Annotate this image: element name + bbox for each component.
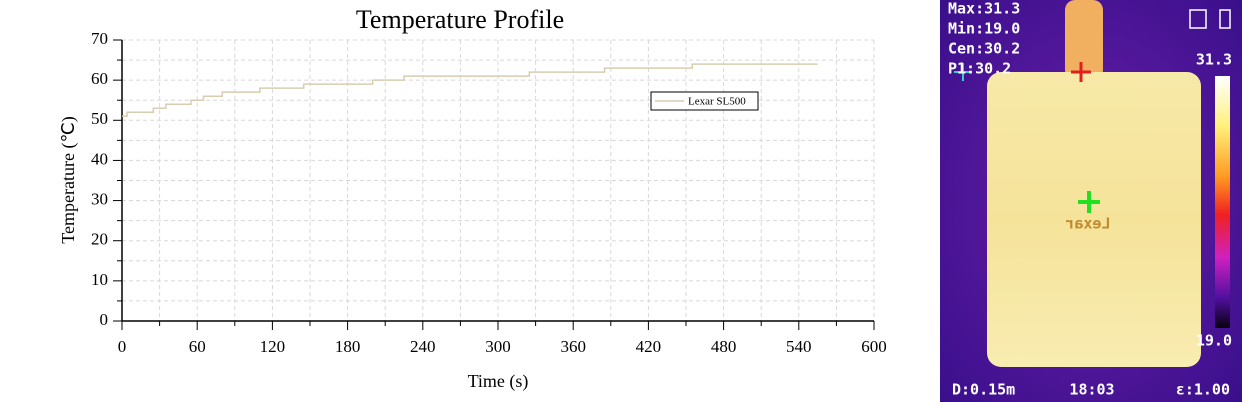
x-tick-label: 420 bbox=[636, 337, 662, 356]
y-tick-label: 40 bbox=[91, 149, 108, 168]
center-crosshair bbox=[1078, 191, 1100, 213]
y-tick-label: 60 bbox=[91, 69, 108, 88]
scale-min: 19.0 bbox=[1196, 332, 1232, 350]
x-tick-label: 60 bbox=[189, 337, 206, 356]
device-label: Lexar bbox=[1065, 215, 1110, 233]
max-reading: Max:31.3 bbox=[948, 0, 1020, 18]
chart-title: Temperature Profile bbox=[356, 5, 564, 34]
x-tick-label: 0 bbox=[118, 337, 127, 356]
y-tick-label: 10 bbox=[91, 270, 108, 289]
legend-label: Lexar SL500 bbox=[688, 96, 746, 108]
p1-reading: P1:30.2 bbox=[948, 60, 1011, 78]
max-crosshair bbox=[1071, 62, 1091, 82]
y-tick-label: 20 bbox=[91, 230, 108, 249]
chart: Temperature Profile Time (s) Temperature… bbox=[58, 5, 887, 392]
y-axis-label: Temperature (℃) bbox=[58, 116, 79, 243]
x-tick-label: 540 bbox=[786, 337, 812, 356]
unit-icon bbox=[1189, 9, 1207, 29]
x-tick-label: 120 bbox=[260, 337, 286, 356]
color-scale bbox=[1215, 76, 1230, 328]
y-tick-label: 0 bbox=[100, 310, 109, 329]
thermal-image: Lexar Max:31.3 Min:19.0 Cen:30.2 P1:30.2… bbox=[940, 0, 1242, 402]
scale-max: 31.3 bbox=[1196, 51, 1232, 69]
clock: 18:03 bbox=[1069, 381, 1114, 399]
distance: D:0.15m bbox=[952, 381, 1015, 399]
y-tick-label: 70 bbox=[91, 29, 108, 48]
x-tick-label: 600 bbox=[861, 337, 887, 356]
x-tick-label: 180 bbox=[335, 337, 361, 356]
device-body bbox=[987, 72, 1201, 367]
y-tick-label: 50 bbox=[91, 109, 108, 128]
emissivity: ε:1.00 bbox=[1176, 381, 1230, 399]
p1-crosshair bbox=[954, 63, 972, 81]
legend: Lexar SL500 bbox=[650, 91, 759, 111]
center-reading: Cen:30.2 bbox=[948, 40, 1020, 58]
x-tick-label: 360 bbox=[560, 337, 586, 356]
legend-box bbox=[650, 91, 759, 111]
y-tick-label: 30 bbox=[91, 189, 108, 208]
x-tick-label: 480 bbox=[711, 337, 737, 356]
battery-icon bbox=[1219, 9, 1231, 29]
x-axis-label: Time (s) bbox=[468, 371, 529, 392]
x-tick-label: 240 bbox=[410, 337, 436, 356]
min-reading: Min:19.0 bbox=[948, 20, 1020, 38]
x-tick-label: 300 bbox=[485, 337, 511, 356]
device-tab bbox=[1065, 0, 1103, 80]
series-line bbox=[122, 63, 818, 118]
